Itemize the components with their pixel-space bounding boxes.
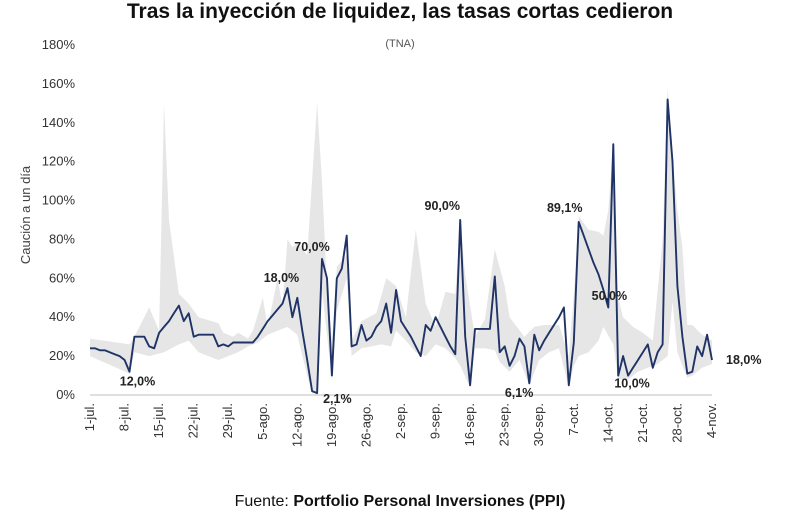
x-tick-label: 29-jul. — [220, 403, 235, 438]
y-tick-label: 120% — [42, 154, 76, 169]
data-label: 6,1% — [505, 386, 534, 400]
x-tick-label: 28-oct. — [669, 403, 684, 443]
source-prefix: Fuente: — [234, 493, 294, 510]
data-label: 50,0% — [592, 289, 627, 303]
x-tick-label: 23-sep. — [497, 403, 512, 446]
data-label: 18,0% — [264, 271, 299, 285]
x-tick-label: 1-jul. — [82, 403, 97, 431]
x-tick-label: 30-sep. — [531, 403, 546, 446]
y-tick-label: 160% — [42, 76, 76, 91]
data-label: 70,0% — [294, 240, 329, 254]
x-tick-label: 4-nov. — [704, 403, 719, 438]
x-tick-label: 19-ago. — [324, 403, 339, 447]
source-name: Portfolio Personal Inversiones (PPI) — [293, 493, 566, 510]
y-tick-label: 100% — [42, 193, 76, 208]
data-label: 2,1% — [323, 392, 352, 406]
data-label: 90,0% — [425, 199, 460, 213]
x-tick-label: 8-jul. — [117, 403, 132, 431]
data-label: 18,0% — [726, 353, 761, 367]
data-label: 12,0% — [120, 375, 155, 389]
y-tick-label: 80% — [49, 231, 75, 246]
series-line — [90, 98, 713, 395]
x-tick-label: 14-oct. — [600, 403, 615, 443]
chart-area: 0% 20% 40% 60% 80% 100% 120% 140% 160% 180% 1-jul.… — [18, 37, 761, 447]
x-tick-label: 16-sep. — [462, 403, 477, 446]
chart-subtitle: (TNA) — [385, 38, 415, 50]
y-tick-label: 180% — [42, 37, 76, 52]
x-tick-label: 15-jul. — [151, 403, 166, 438]
y-tick-label: 40% — [49, 309, 75, 324]
source-note: Fuente: Portfolio Personal Inversiones (… — [0, 493, 800, 511]
y-tick-label: 0% — [56, 387, 75, 402]
x-tick-label: 26-ago. — [358, 403, 373, 447]
x-tick-label: 22-jul. — [186, 403, 201, 438]
y-tick-label: 20% — [49, 348, 75, 363]
data-label: 89,1% — [547, 201, 582, 215]
x-tick-label: 5-ago. — [255, 403, 270, 440]
x-tick-label: 9-sep. — [428, 403, 443, 439]
x-tick-label: 7-oct. — [566, 403, 581, 436]
x-tick-label: 21-oct. — [635, 403, 650, 443]
chart-title: Tras la inyección de liquidez, las tasas… — [126, 0, 674, 23]
y-axis-label: Caución a un día — [18, 165, 33, 264]
y-tick-label: 140% — [42, 115, 76, 130]
y-tick-label: 60% — [49, 270, 75, 285]
range-band — [90, 87, 712, 394]
x-tick-label: 2-sep. — [393, 403, 408, 439]
x-tick-label: 12-ago. — [289, 403, 304, 447]
data-label: 10,0% — [614, 377, 649, 391]
